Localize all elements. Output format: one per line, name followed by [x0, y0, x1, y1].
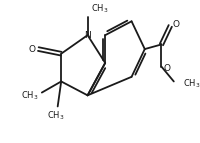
Text: CH$_3$: CH$_3$: [91, 2, 108, 15]
Text: O: O: [162, 64, 169, 73]
Text: CH$_3$: CH$_3$: [182, 77, 199, 90]
Text: O: O: [29, 45, 35, 54]
Text: CH$_3$: CH$_3$: [21, 89, 38, 102]
Text: N: N: [84, 31, 91, 40]
Text: CH$_3$: CH$_3$: [47, 109, 64, 122]
Text: O: O: [172, 20, 179, 29]
